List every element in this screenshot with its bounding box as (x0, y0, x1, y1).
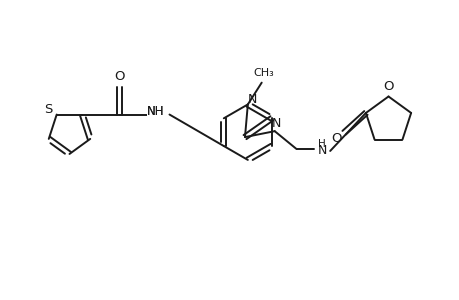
Text: H: H (318, 139, 325, 149)
Text: NH: NH (146, 105, 164, 118)
Text: S: S (45, 103, 53, 116)
Text: O: O (330, 132, 341, 145)
Text: O: O (382, 80, 393, 93)
Text: O: O (114, 70, 125, 83)
Text: CH₃: CH₃ (253, 68, 274, 78)
Text: NH: NH (146, 105, 164, 118)
Text: N: N (272, 117, 281, 130)
Text: N: N (247, 93, 257, 106)
Text: N: N (317, 145, 326, 158)
